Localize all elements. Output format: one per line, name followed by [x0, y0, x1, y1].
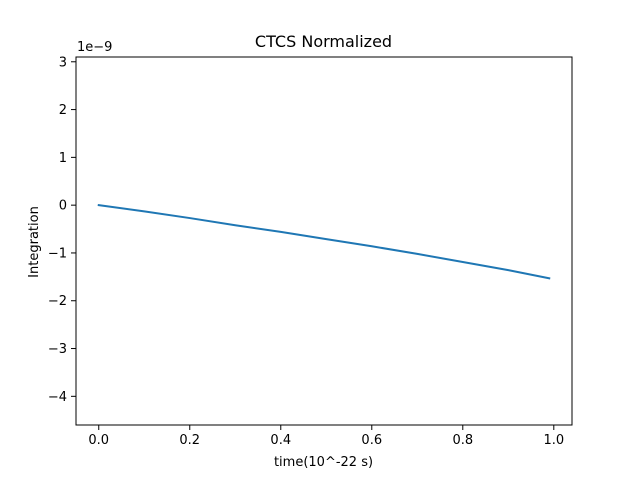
y-tick-label: 2 — [59, 103, 67, 118]
x-tick-label: 0.8 — [452, 433, 473, 448]
x-tick-label: 0.4 — [270, 433, 291, 448]
series-line-0 — [97, 204, 551, 280]
y-axis-label: Integration — [27, 206, 42, 278]
x-tick-label: 0.6 — [361, 433, 382, 448]
plot-area: 0.0 0.2 0.4 0.6 0.8 1.0 −4 −3 −2 −1 0 1 2 3 — [48, 55, 573, 448]
x-axis-label: time(10^-22 s) — [274, 455, 373, 470]
x-tick-label: 1.0 — [543, 433, 564, 448]
chart-title: CTCS Normalized — [255, 32, 392, 51]
y-tick-label: −3 — [48, 342, 67, 357]
y-tick-label: 1 — [59, 151, 67, 166]
x-tick-label: 0.2 — [179, 433, 200, 448]
y-tick-label: −1 — [48, 246, 67, 261]
y-tick-label: 0 — [59, 199, 67, 214]
y-tick-label: 3 — [59, 55, 67, 70]
y-tick-label: −4 — [48, 390, 67, 405]
y-tick-label: −2 — [48, 294, 67, 309]
x-tick-label: 0.0 — [88, 433, 109, 448]
y-axis-offset-label: 1e−9 — [77, 40, 112, 55]
axes-frame — [75, 56, 573, 426]
